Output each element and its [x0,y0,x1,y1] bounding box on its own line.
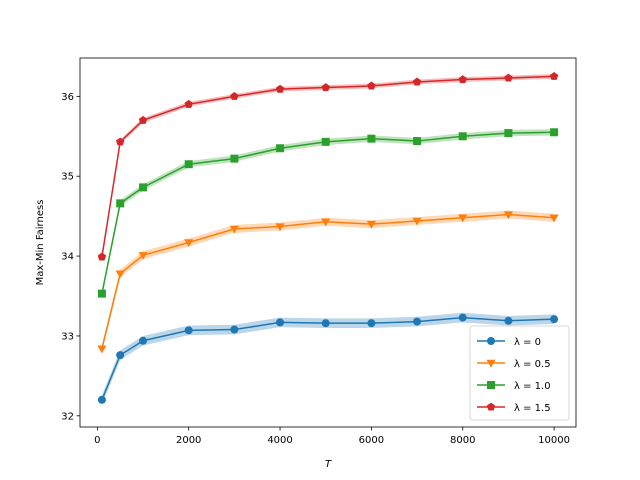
plot-frame [79,57,577,428]
series-3-point [184,99,193,108]
series-1-point [458,214,468,223]
series-1-point [549,214,559,223]
series-0-point [139,336,148,345]
series-3-point [230,91,239,100]
series-0-point [116,351,125,360]
y-tick-label: 33 [61,331,74,342]
series-0-point [230,325,239,334]
series-2-point [230,154,239,163]
series-0-point [276,318,285,327]
x-tick-label: 6000 [359,435,384,446]
x-tick-label: 0 [94,435,100,446]
x-axis-label: T [325,459,332,470]
series-markers [97,71,559,404]
series-3-point [275,84,285,93]
legend-marker-0 [487,337,495,345]
x-tick-label: 8000 [450,435,475,446]
legend-marker-1 [486,359,496,368]
x-axis-ticks: 0 2000 4000 6000 8000 10000 [94,427,570,446]
series-0-point [458,313,467,322]
series-0-point [97,395,106,404]
series-3-line [101,75,555,257]
legend-marker-3 [486,402,496,411]
series-1-point [97,345,107,354]
series-1-point [321,218,331,227]
series-0-point [321,319,330,328]
series-3-point [549,71,559,80]
series-2-point [504,129,513,138]
y-tick-label: 35 [61,172,74,183]
series-2-point [276,144,285,153]
x-tick-label: 4000 [267,435,292,446]
series-2-point [367,134,376,143]
y-axis-label: Max-Min Fairness [35,200,46,286]
series-0-point [413,317,422,326]
series-3-point [138,115,148,124]
series-2-point [97,289,106,298]
legend-box [469,325,570,421]
series-2-point [116,199,125,208]
series-1-point [412,217,422,226]
y-axis-ticks: 32 33 34 35 36 [61,92,80,422]
series-3-point [412,77,422,86]
y-tick-label: 32 [61,411,74,422]
legend-marker-2 [487,381,495,389]
legend-label-2: λ = 1.0 [514,381,551,392]
series-0-line [101,316,555,401]
series-1-point [229,225,239,234]
series-2-point [184,160,193,169]
series-2-point [139,183,148,192]
series-1-point [275,223,285,232]
legend: λ = 0 λ = 0.5 λ = 1.0 λ = 1.5 [469,325,570,421]
x-tick-label: 2000 [176,435,201,446]
series-3-point [367,81,376,90]
series-2-point [458,132,467,141]
series-0-point [550,315,559,324]
series-0-point [184,326,193,335]
series-1-point [366,220,376,229]
series-1-point [184,239,194,248]
series-3-band [101,73,555,260]
series-2-point [321,137,330,146]
x-tick-label: 10000 [538,435,570,446]
series-3-point [97,252,107,261]
series-3-point [458,75,467,84]
y-tick-label: 34 [61,252,74,263]
series-1-point [503,211,514,220]
legend-label-1: λ = 0.5 [514,359,551,370]
series-3-point [321,83,330,92]
series-0-point [504,316,513,325]
series-3-point [504,73,513,82]
series-1-point [138,252,148,260]
legend-label-0: λ = 0 [514,337,541,348]
series-3-point [116,137,125,146]
series-2-point [550,128,559,137]
series-1-point [115,270,125,279]
series-2-point [413,137,422,146]
y-tick-label: 36 [61,92,74,103]
series-1-line [101,213,555,349]
legend-label-3: λ = 1.5 [514,403,551,414]
series-0-point [367,319,376,328]
